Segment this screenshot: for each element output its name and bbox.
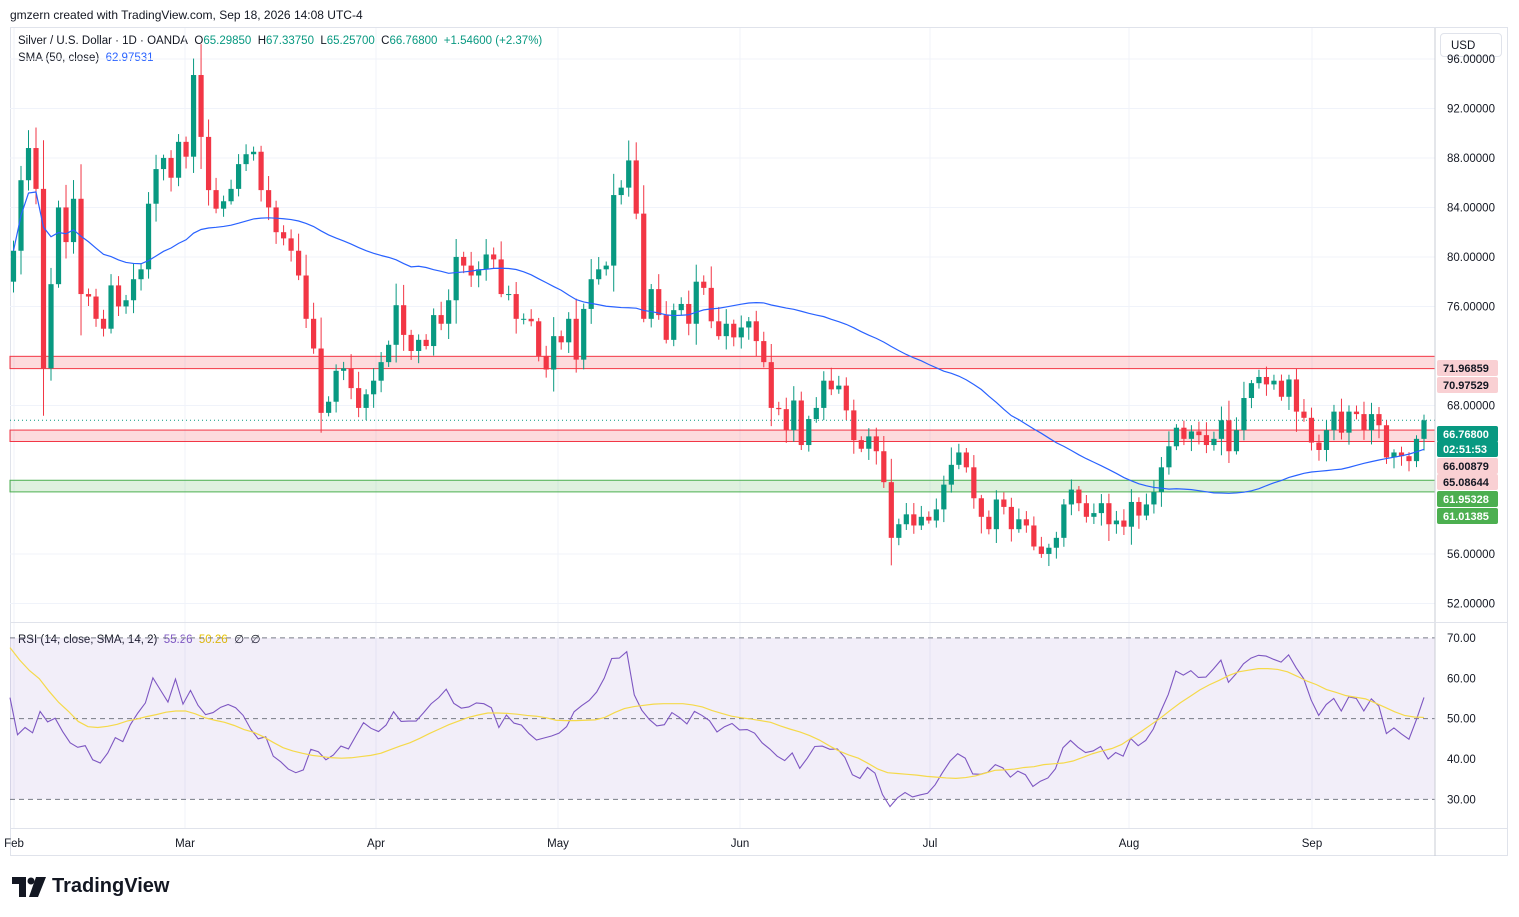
symbol-legend: Silver / U.S. Dollar · 1D · OANDA O65.29… (18, 35, 543, 47)
tradingview-logo-icon (12, 876, 46, 897)
rsi-legend: RSI (14, close, SMA, 14, 2) 55.26 50.26 … (18, 634, 261, 646)
currency-button[interactable]: USD (1440, 33, 1502, 57)
open-value: 65.29850 (203, 35, 252, 47)
tradingview-logo: TradingView (12, 875, 169, 898)
rsi-value: 55.26 (163, 634, 193, 646)
high-value: 67.33750 (266, 35, 314, 47)
low-value: 65.25700 (326, 35, 375, 47)
change-value: +1.54600 (+2.37%) (443, 35, 543, 47)
sma-legend: SMA (50, close) 62.97531 (18, 52, 154, 64)
brand-name: TradingView (52, 875, 170, 897)
sma-label: SMA (50, close) (18, 52, 100, 64)
sma-value: 62.97531 (105, 52, 154, 64)
rsi-label: RSI (14, close, SMA, 14, 2) (18, 634, 158, 646)
symbol-title: Silver / U.S. Dollar · 1D · OANDA (18, 35, 188, 47)
chart-credit: gmzern created with TradingView.com, Sep… (10, 8, 363, 22)
close-value: 66.76800 (389, 35, 438, 47)
chart-frame (10, 27, 1508, 856)
rsi-sma-value: 50.26 (198, 634, 228, 646)
